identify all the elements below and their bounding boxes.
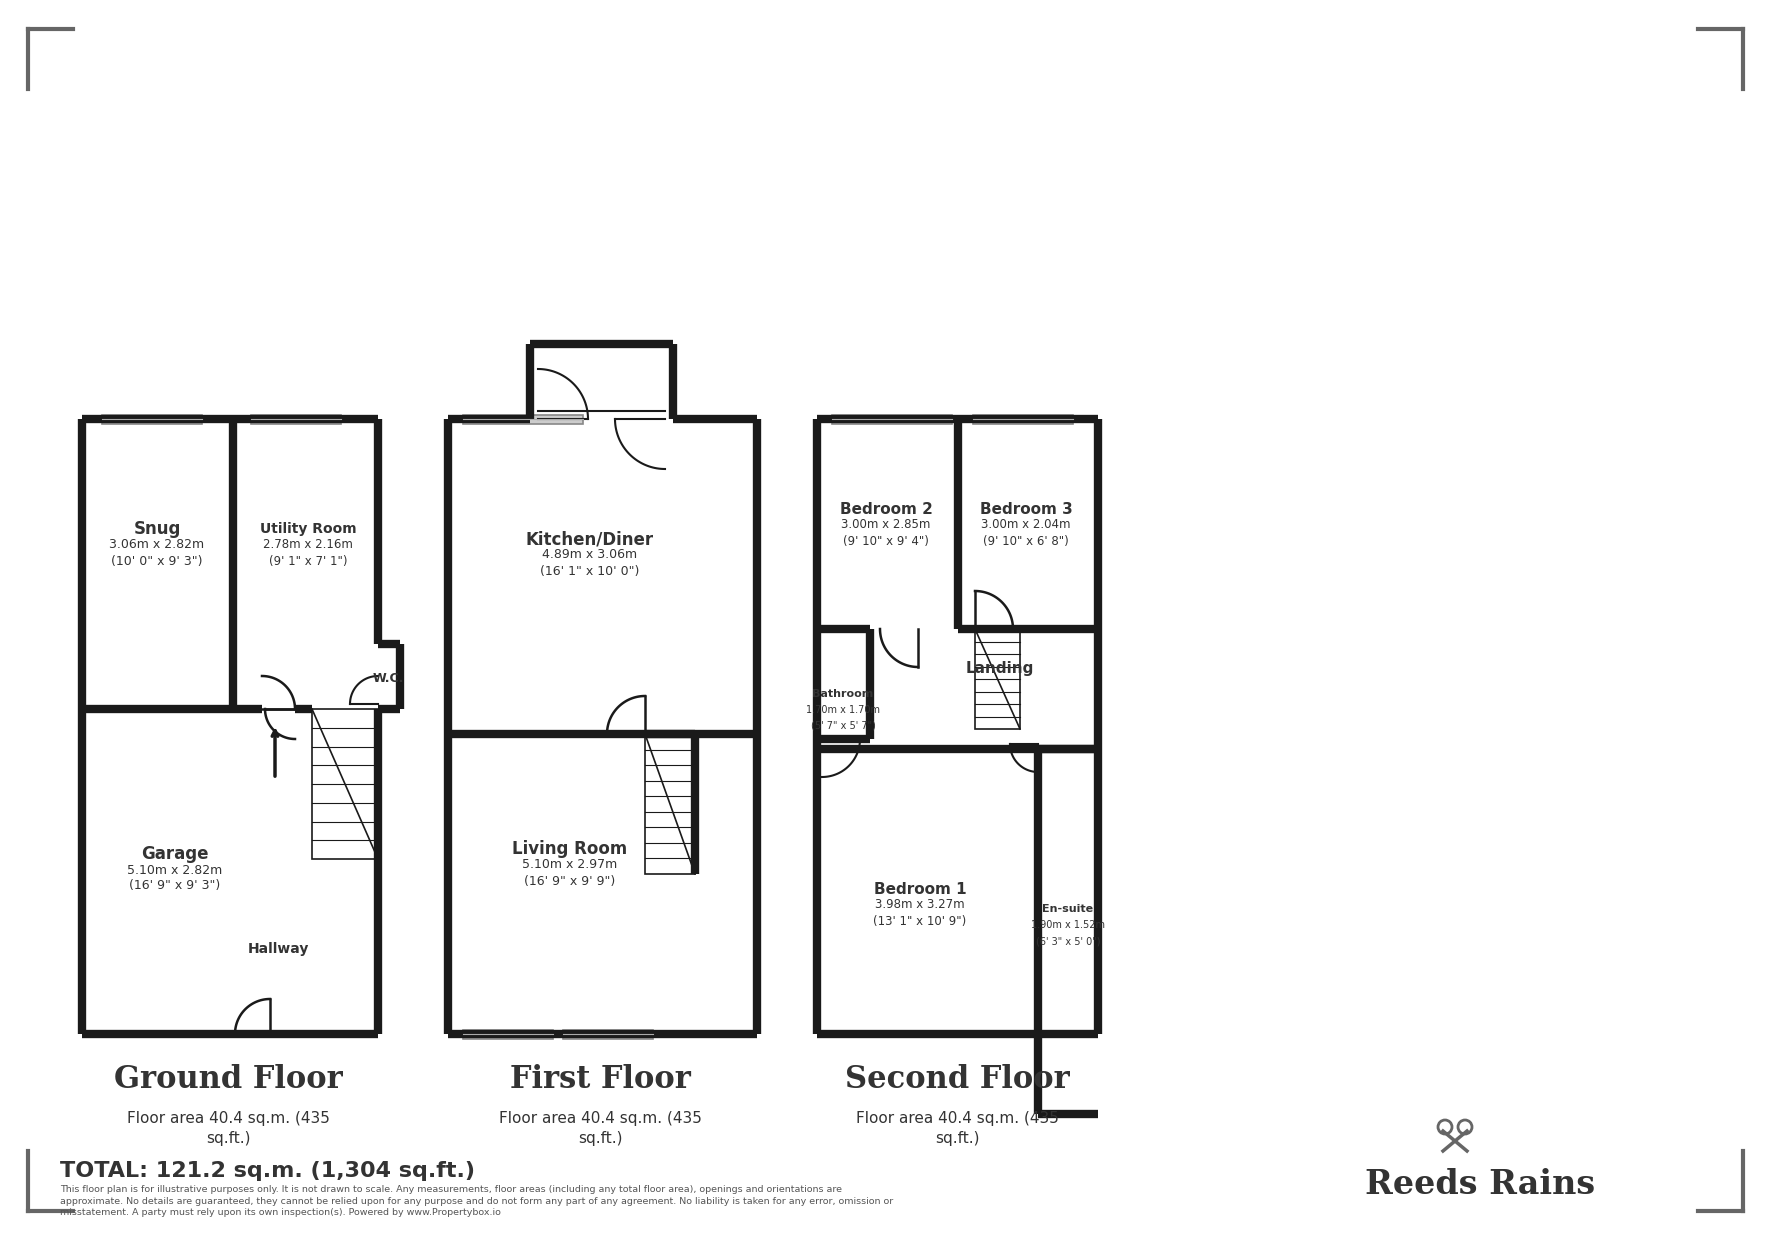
Text: Reeds Rains: Reeds Rains [1365, 1167, 1596, 1201]
Text: 3.98m x 3.27m: 3.98m x 3.27m [875, 898, 965, 912]
Text: Floor area 40.4 sq.m. (435: Floor area 40.4 sq.m. (435 [855, 1111, 1059, 1126]
Text: Floor area 40.4 sq.m. (435: Floor area 40.4 sq.m. (435 [126, 1111, 329, 1126]
Text: 2.78m x 2.16m: 2.78m x 2.16m [264, 539, 352, 551]
Text: (6' 3" x 5' 0"): (6' 3" x 5' 0") [1036, 935, 1100, 947]
Text: 1.70m x 1.70m: 1.70m x 1.70m [806, 705, 880, 715]
Text: 5.10m x 2.97m: 5.10m x 2.97m [522, 859, 618, 871]
Bar [832, 415, 953, 424]
Text: Bathroom: Bathroom [813, 689, 873, 699]
Text: First Floor: First Floor [510, 1063, 691, 1094]
Text: TOTAL: 121.2 sq.m. (1,304 sq.ft.): TOTAL: 121.2 sq.m. (1,304 sq.ft.) [60, 1161, 475, 1181]
Text: En-suite: En-suite [1043, 904, 1093, 914]
Text: Garage: Garage [142, 845, 209, 864]
Text: (13' 1" x 10' 9"): (13' 1" x 10' 9") [873, 914, 967, 928]
Text: 4.89m x 3.06m: 4.89m x 3.06m [542, 549, 638, 561]
Text: Bedroom 2: Bedroom 2 [839, 502, 933, 517]
Bar [976, 629, 1020, 729]
Text: 3.00m x 2.04m: 3.00m x 2.04m [981, 518, 1071, 532]
Text: (9' 10" x 9' 4"): (9' 10" x 9' 4") [843, 534, 930, 548]
Text: Bedroom 3: Bedroom 3 [979, 502, 1073, 517]
Text: Living Room: Living Room [512, 840, 627, 857]
Text: Landing: Landing [965, 662, 1034, 676]
Text: Utility Room: Utility Room [260, 522, 356, 536]
Text: Ground Floor: Ground Floor [113, 1063, 342, 1094]
Bar [312, 709, 377, 859]
Bar [563, 1030, 653, 1038]
Text: 3.00m x 2.85m: 3.00m x 2.85m [841, 518, 932, 532]
Text: 1.90m x 1.52m: 1.90m x 1.52m [1031, 921, 1105, 930]
Text: Bedroom 1: Bedroom 1 [873, 881, 967, 897]
Bar [462, 1030, 553, 1038]
Text: Snug: Snug [133, 520, 181, 538]
Bar [251, 415, 342, 424]
Bar [103, 415, 202, 424]
Text: W.C.: W.C. [372, 673, 404, 685]
Text: Hallway: Hallway [248, 942, 308, 957]
Bar [972, 415, 1073, 424]
Text: sq.ft.): sq.ft.) [935, 1131, 979, 1146]
Text: sq.ft.): sq.ft.) [205, 1131, 250, 1146]
Text: sq.ft.): sq.ft.) [577, 1131, 622, 1146]
Text: (5' 7" x 5' 7"): (5' 7" x 5' 7") [811, 721, 875, 731]
Text: 3.06m x 2.82m: 3.06m x 2.82m [110, 539, 205, 551]
Text: (9' 1" x 7' 1"): (9' 1" x 7' 1") [269, 555, 347, 567]
Text: (9' 10" x 6' 8"): (9' 10" x 6' 8") [983, 534, 1070, 548]
Text: (16' 9" x 9' 3"): (16' 9" x 9' 3") [129, 880, 221, 892]
Text: Floor area 40.4 sq.m. (435: Floor area 40.4 sq.m. (435 [499, 1111, 701, 1126]
Bar [645, 733, 694, 873]
Text: (16' 1" x 10' 0"): (16' 1" x 10' 0") [540, 565, 639, 577]
Text: (16' 9" x 9' 9"): (16' 9" x 9' 9") [524, 875, 616, 887]
Text: Kitchen/Diner: Kitchen/Diner [526, 530, 653, 548]
Text: This floor plan is for illustrative purposes only. It is not drawn to scale. Any: This floor plan is for illustrative purp… [60, 1184, 893, 1217]
Text: (10' 0" x 9' 3"): (10' 0" x 9' 3") [112, 555, 202, 567]
Text: 5.10m x 2.82m: 5.10m x 2.82m [128, 864, 223, 876]
Text: Second Floor: Second Floor [845, 1063, 1070, 1094]
Bar [462, 415, 583, 424]
